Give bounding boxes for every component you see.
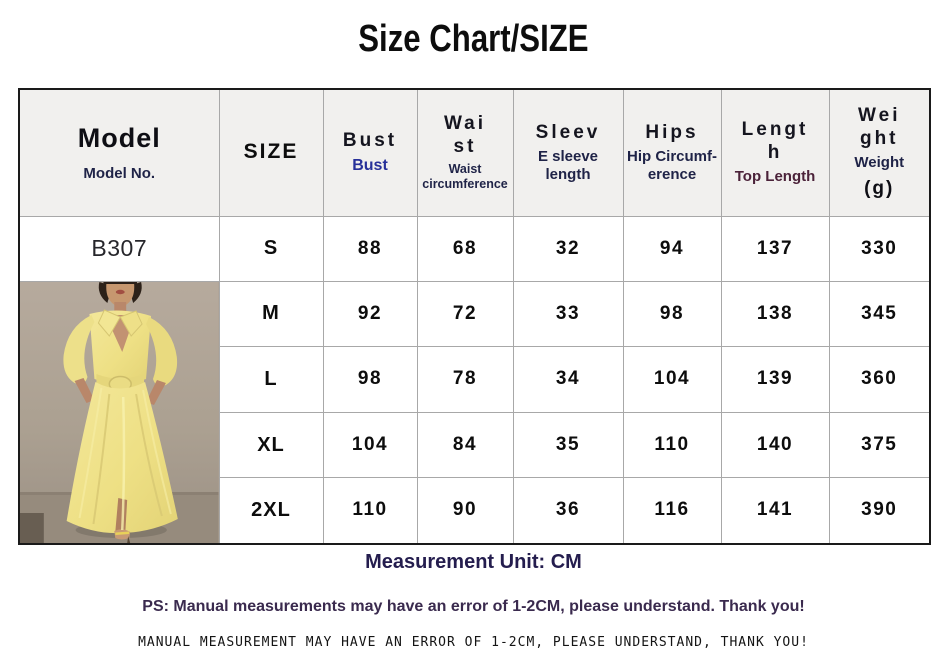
column-header-model: Model Model No.: [18, 88, 220, 217]
waist-value: 84: [416, 411, 514, 479]
column-subtitle-length: Top Length: [734, 168, 816, 186]
column-header-weight: Wei ght Weight (g): [828, 88, 931, 217]
column-title-bust: Bust: [342, 129, 398, 151]
size-label: 2XL: [218, 477, 324, 544]
waist-value: 68: [416, 215, 514, 282]
column-subtitle-waist: Waist circumference: [422, 162, 508, 192]
hips-value: 104: [622, 346, 722, 413]
column-header-bust: Bust Bust: [322, 88, 418, 217]
hips-value: 116: [622, 477, 722, 544]
page-title-text: Size Chart/SIZE: [358, 18, 589, 60]
size-label: L: [218, 346, 324, 413]
column-title-length: Lengt h: [741, 119, 809, 163]
length-value: 141: [720, 477, 830, 544]
hips-value: 94: [622, 215, 722, 282]
weight-value: 375: [828, 411, 931, 479]
column-title-size: SIZE: [243, 140, 299, 164]
column-title-hips: Hips: [645, 121, 699, 143]
model-photo: [18, 280, 220, 544]
column-title-sleeve: Sleev: [535, 121, 601, 143]
column-unit-weight: (g): [864, 178, 895, 200]
length-value: 140: [720, 411, 830, 479]
size-label: M: [218, 280, 324, 348]
bust-value: 104: [322, 411, 418, 479]
waist-value: 90: [416, 477, 514, 544]
column-title-model: Model: [77, 122, 161, 153]
size-chart-table: Model Model No. SIZE Bust Bust Wai st Wai…: [18, 88, 931, 545]
column-subtitle-model: Model No.: [83, 164, 156, 182]
size-label: S: [218, 215, 324, 282]
table-row-l: L 98 78 34 104 139 360: [19, 346, 931, 413]
column-title-weight: Wei ght: [858, 105, 901, 149]
model-number-cell: B307: [18, 215, 220, 282]
weight-value: 345: [828, 280, 931, 348]
bust-value: 88: [322, 215, 418, 282]
column-header-hips: Hips Hip Circumf-erence: [622, 88, 722, 217]
sleeve-value: 32: [512, 215, 624, 282]
size-label: XL: [218, 411, 324, 479]
length-value: 137: [720, 215, 830, 282]
bust-value: 110: [322, 477, 418, 544]
waist-value: 72: [416, 280, 514, 348]
measurement-disclaimer: PS: Manual measurements may have an erro…: [142, 598, 805, 615]
table-row-xl: XL 104 84 35 110 140 375: [19, 411, 931, 479]
weight-value: 330: [828, 215, 931, 282]
column-subtitle-hips: Hip Circumf-erence: [627, 147, 717, 183]
page-title: Size Chart/SIZE: [0, 18, 947, 61]
column-subtitle-sleeve: E sleeve length: [537, 147, 599, 183]
weight-value: 360: [828, 346, 931, 413]
table-row-m: M 92 72 33 98 138 345: [18, 280, 931, 544]
table-row-s: B307 S 88 68 32 94 137 330: [18, 215, 931, 282]
column-header-length: Lengt h Top Length: [720, 88, 830, 217]
length-value: 138: [720, 280, 830, 348]
waist-value: 78: [416, 346, 514, 413]
column-header-waist: Wai st Waist circumference: [416, 88, 514, 217]
sleeve-value: 34: [512, 346, 624, 413]
measurement-unit-note: Measurement Unit: CM: [365, 551, 582, 573]
sleeve-value: 33: [512, 280, 624, 348]
model-photo-illustration: [20, 281, 218, 543]
column-subtitle-weight: Weight: [854, 154, 905, 172]
header-row: Model Model No. SIZE Bust Bust Wai st Wai…: [18, 88, 931, 217]
table-row-2xl: 2XL 110 90 36 116 141 390: [19, 477, 931, 544]
hips-value: 110: [622, 411, 722, 479]
column-title-waist: Wai st: [443, 113, 487, 157]
sleeve-value: 35: [512, 411, 624, 479]
hips-value: 98: [622, 280, 722, 348]
column-header-size: SIZE: [218, 88, 324, 217]
bust-value: 92: [322, 280, 418, 348]
column-subtitle-bust: Bust: [352, 157, 388, 175]
bust-value: 98: [322, 346, 418, 413]
measurement-disclaimer-caps: MANUAL MEASUREMENT MAY HAVE AN ERROR OF …: [138, 635, 809, 650]
sleeve-value: 36: [512, 477, 624, 544]
weight-value: 390: [828, 477, 931, 544]
length-value: 139: [720, 346, 830, 413]
column-header-sleeve: Sleev E sleeve length: [512, 88, 624, 217]
